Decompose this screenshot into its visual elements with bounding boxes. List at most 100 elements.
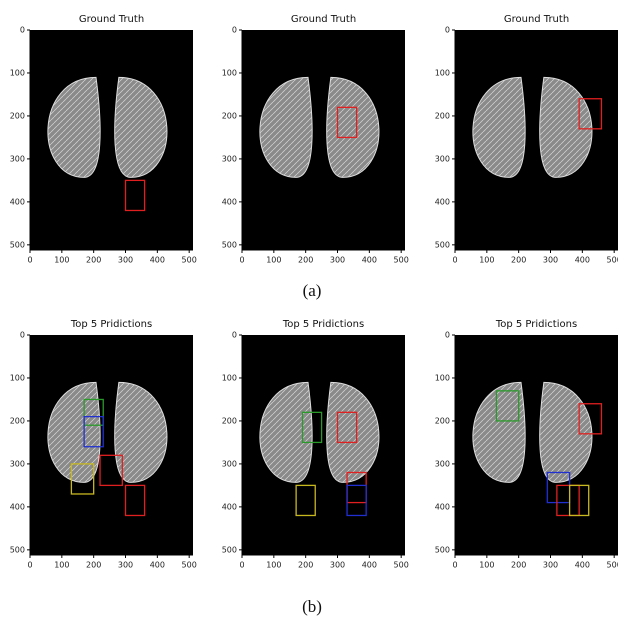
x-tick-label: 200: [298, 256, 313, 265]
y-tick-label: 100: [10, 68, 25, 77]
x-tick-label: 200: [86, 256, 101, 265]
y-tick-label: 500: [435, 545, 450, 554]
bounding-box: [336, 411, 358, 444]
y-tick-label: 100: [222, 68, 237, 77]
x-tick-label: 200: [511, 561, 526, 570]
y-tick-label: 300: [435, 459, 450, 468]
y-tick-label: 100: [435, 68, 450, 77]
y-tick-label: 400: [435, 502, 450, 511]
x-tick-label: 400: [362, 561, 377, 570]
lung: [326, 76, 380, 178]
y-tick-label: 0: [445, 331, 450, 340]
bounding-box: [495, 390, 520, 422]
bounding-box: [124, 484, 146, 517]
y-tick-label: 100: [10, 373, 25, 382]
panel-title: Ground Truth: [291, 14, 356, 25]
lung: [47, 76, 101, 178]
x-tick-label: 100: [479, 561, 494, 570]
x-tick-label: 300: [543, 561, 558, 570]
y-tick-label: 400: [222, 197, 237, 206]
x-tick-label: 500: [182, 256, 197, 265]
bounding-box: [124, 179, 146, 212]
y-tick-label: 200: [435, 416, 450, 425]
x-tick-label: 100: [266, 561, 281, 570]
lung: [114, 76, 168, 178]
x-tick-label: 100: [54, 561, 69, 570]
bounding-box: [568, 484, 590, 517]
x-tick-label: 400: [150, 561, 165, 570]
x-tick-label: 200: [511, 256, 526, 265]
y-tick-label: 100: [222, 373, 237, 382]
x-tick-label: 0: [27, 561, 32, 570]
y-tick-label: 300: [10, 154, 25, 163]
x-tick-label: 300: [543, 256, 558, 265]
x-tick-label: 400: [575, 561, 590, 570]
x-tick-label: 0: [239, 561, 244, 570]
y-tick-label: 500: [222, 545, 237, 554]
y-tick-label: 300: [222, 459, 237, 468]
x-tick-label: 0: [452, 561, 457, 570]
y-tick-label: 0: [20, 331, 25, 340]
x-tick-label: 0: [452, 256, 457, 265]
x-tick-label: 500: [607, 256, 618, 265]
x-tick-label: 100: [266, 256, 281, 265]
y-tick-label: 400: [10, 502, 25, 511]
y-tick-label: 0: [232, 331, 237, 340]
lung: [472, 381, 526, 483]
x-tick-label: 500: [182, 561, 197, 570]
lung: [326, 381, 380, 483]
bounding-box: [578, 403, 603, 435]
lung: [47, 381, 101, 483]
y-tick-label: 100: [435, 373, 450, 382]
x-tick-label: 100: [479, 256, 494, 265]
bounding-box: [301, 411, 323, 444]
y-tick-label: 200: [435, 111, 450, 120]
y-tick-label: 0: [232, 26, 237, 35]
panel-title: Top 5 Pridictions: [282, 319, 364, 330]
bounding-box: [295, 484, 316, 517]
y-tick-label: 400: [10, 197, 25, 206]
y-tick-label: 500: [10, 240, 25, 249]
lung: [259, 76, 313, 178]
bounding-box: [346, 484, 367, 517]
x-tick-label: 400: [575, 256, 590, 265]
y-tick-label: 500: [222, 240, 237, 249]
x-tick-label: 300: [118, 256, 133, 265]
y-tick-label: 0: [20, 26, 25, 35]
x-tick-label: 500: [394, 256, 409, 265]
y-tick-label: 300: [435, 154, 450, 163]
x-tick-label: 100: [54, 256, 69, 265]
lung: [114, 381, 168, 483]
y-tick-label: 400: [435, 197, 450, 206]
y-tick-label: 500: [435, 240, 450, 249]
lung: [259, 381, 313, 483]
y-tick-label: 500: [10, 545, 25, 554]
y-tick-label: 200: [222, 111, 237, 120]
y-tick-label: 200: [10, 416, 25, 425]
x-tick-label: 200: [298, 561, 313, 570]
y-tick-label: 0: [445, 26, 450, 35]
bounding-box: [99, 454, 123, 487]
x-tick-label: 400: [150, 256, 165, 265]
bounding-box: [336, 106, 358, 139]
bounding-box: [556, 484, 580, 517]
y-tick-label: 200: [10, 111, 25, 120]
caption: (b): [302, 597, 322, 616]
bounding-box: [70, 463, 95, 495]
x-tick-label: 500: [607, 561, 618, 570]
x-tick-label: 300: [330, 561, 345, 570]
panel-title: Top 5 Pridictions: [495, 319, 577, 330]
panel-title: Ground Truth: [504, 14, 569, 25]
x-tick-label: 0: [239, 256, 244, 265]
panel-title: Ground Truth: [79, 14, 144, 25]
y-tick-label: 200: [222, 416, 237, 425]
bounding-box: [83, 415, 104, 448]
x-tick-label: 0: [27, 256, 32, 265]
y-tick-label: 300: [222, 154, 237, 163]
x-tick-label: 400: [362, 256, 377, 265]
caption: (a): [303, 281, 322, 300]
bounding-box: [578, 98, 603, 130]
bounding-box: [83, 398, 104, 426]
y-tick-label: 400: [222, 502, 237, 511]
